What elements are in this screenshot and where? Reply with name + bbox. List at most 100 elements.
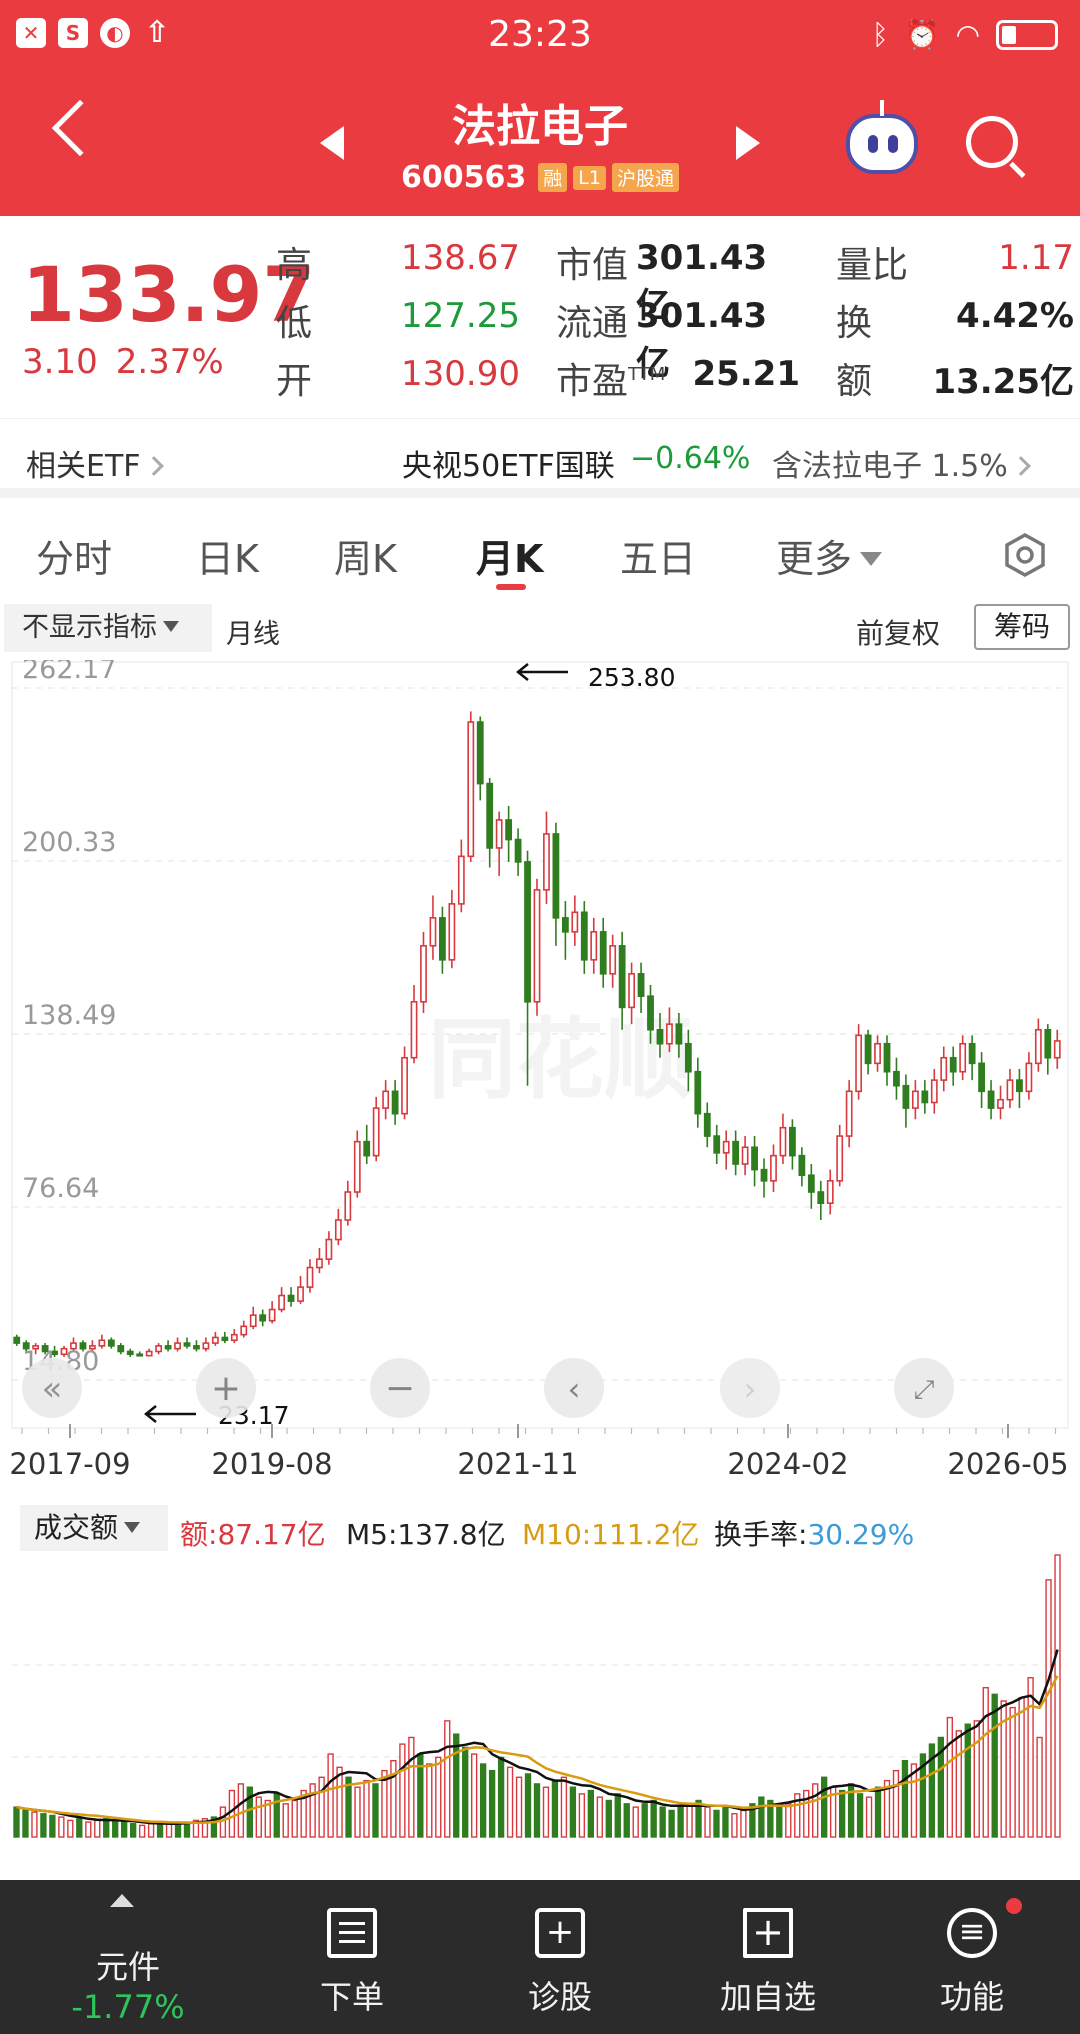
candle-body bbox=[70, 1342, 77, 1350]
candle-body bbox=[987, 1090, 995, 1109]
badge-connect: 沪股通 bbox=[611, 163, 679, 192]
candle-body bbox=[287, 1294, 295, 1302]
back-button[interactable] bbox=[51, 99, 109, 157]
low-value: 127.25 bbox=[401, 296, 520, 336]
candle-body bbox=[211, 1336, 219, 1344]
tab-daily-k[interactable]: 日K bbox=[196, 537, 259, 581]
volume-bar bbox=[605, 1799, 612, 1838]
status-icons-right: ᛒ ⏰ ◠ bbox=[872, 18, 1058, 51]
x-tick-label: 2026-05 bbox=[947, 1447, 1068, 1481]
prev-stock-button[interactable] bbox=[320, 126, 344, 160]
status-bar: ✕ S ◐ ⇧ 23:23 ᛒ ⏰ ◠ bbox=[0, 0, 1080, 74]
tab-weekly-k[interactable]: 周K bbox=[334, 537, 397, 581]
candle-body bbox=[978, 1062, 985, 1093]
volume-turnover: 换手率:30.29% bbox=[714, 1513, 914, 1553]
fullscreen-button[interactable] bbox=[894, 1358, 954, 1418]
candle-body bbox=[13, 1336, 21, 1344]
volume-bar bbox=[94, 1819, 101, 1838]
candle-body bbox=[126, 1350, 134, 1356]
volume-bar bbox=[758, 1796, 765, 1838]
volume-bar bbox=[291, 1799, 298, 1838]
indicator-row: 不显示指标 月线 前复权 筹码 bbox=[0, 598, 1080, 658]
volume-bar bbox=[390, 1759, 397, 1838]
nav-diagnose[interactable]: + 诊股 bbox=[452, 1880, 668, 2034]
candle-body bbox=[259, 1314, 267, 1322]
candle-body bbox=[883, 1042, 891, 1073]
search-icon[interactable] bbox=[966, 116, 1018, 168]
candle-body bbox=[486, 782, 494, 849]
adjust-mode-button[interactable]: 前复权 bbox=[856, 617, 941, 650]
tab-intraday[interactable]: 分时 bbox=[36, 537, 113, 581]
volume-bar bbox=[264, 1799, 271, 1838]
candle-body bbox=[363, 1140, 371, 1157]
candle-body bbox=[51, 1350, 58, 1356]
volume-legend: 成交额 额:87.17亿 M5:137.8亿 M10:111.2亿 换手率:30… bbox=[0, 1505, 1080, 1555]
candle-body bbox=[107, 1339, 115, 1347]
volume-bar bbox=[668, 1809, 675, 1838]
volume-bar bbox=[174, 1823, 182, 1838]
volume-bar bbox=[300, 1789, 307, 1838]
scroll-left-fast-button[interactable] bbox=[22, 1358, 82, 1418]
candle-body bbox=[382, 1090, 390, 1109]
candle-body bbox=[89, 1345, 96, 1350]
volume-bar bbox=[838, 1789, 846, 1838]
zoom-in-button[interactable] bbox=[196, 1358, 256, 1418]
etf-change: −0.64% bbox=[630, 441, 751, 476]
candle-body bbox=[1006, 1079, 1014, 1101]
volume-bar bbox=[812, 1783, 819, 1838]
x-icon: ✕ bbox=[16, 18, 46, 48]
tab-monthly-k[interactable]: 月K bbox=[476, 537, 544, 581]
upload-icon: ⇧ bbox=[144, 15, 170, 50]
volume-bar bbox=[1018, 1696, 1025, 1838]
candle-body bbox=[618, 945, 626, 1009]
scroll-left-button[interactable] bbox=[544, 1358, 604, 1418]
candle-body bbox=[136, 1353, 144, 1357]
volume-bar bbox=[551, 1779, 559, 1838]
stock-subline: 600563 融 L1 沪股通 bbox=[340, 160, 740, 195]
volume-bar bbox=[587, 1789, 595, 1838]
assistant-robot-icon[interactable] bbox=[846, 100, 918, 174]
high-label: 高 bbox=[276, 245, 313, 286]
next-stock-button[interactable] bbox=[736, 126, 760, 160]
zoom-out-button[interactable] bbox=[370, 1358, 430, 1418]
volume-m5: M5:137.8亿 bbox=[346, 1513, 506, 1553]
related-etf-row[interactable]: 相关ETF 央视50ETF国联 −0.64% 含法拉电子 1.5% bbox=[0, 418, 1080, 498]
nav-functions[interactable]: ≡ 功能 bbox=[864, 1880, 1080, 2034]
candle-body bbox=[590, 931, 598, 961]
nav-component[interactable]: 元件 -1.77% bbox=[0, 1880, 216, 2034]
volume-bar bbox=[542, 1786, 550, 1838]
volume-bar bbox=[1000, 1700, 1007, 1838]
nav-order[interactable]: 下单 bbox=[244, 1880, 460, 2034]
candle-body bbox=[599, 931, 607, 975]
open-value: 130.90 bbox=[401, 354, 520, 394]
candle-body bbox=[183, 1342, 191, 1347]
etf-name[interactable]: 央视50ETF国联 bbox=[402, 449, 615, 484]
scroll-right-button[interactable] bbox=[720, 1358, 780, 1418]
candle-body bbox=[22, 1342, 30, 1350]
volume-chart[interactable] bbox=[0, 1495, 1080, 1865]
expand-icon: ⤢ bbox=[914, 1375, 935, 1405]
tab-more[interactable]: 更多 bbox=[776, 528, 883, 583]
float-label: 流通 bbox=[556, 303, 629, 344]
candle-body bbox=[117, 1345, 125, 1353]
volume-bar bbox=[444, 1720, 451, 1838]
volratio-value: 1.17 bbox=[998, 238, 1074, 278]
settings-hexagon-icon[interactable] bbox=[1002, 532, 1048, 578]
volume-turnover-label: 换手率: bbox=[714, 1518, 808, 1551]
indicator-dropdown[interactable]: 不显示指标 bbox=[4, 604, 212, 652]
active-tab-indicator bbox=[496, 584, 526, 590]
candle-body bbox=[561, 917, 569, 933]
candle-body bbox=[1044, 1028, 1052, 1059]
candle-body bbox=[684, 1042, 692, 1073]
etf-label[interactable]: 相关ETF bbox=[26, 441, 164, 485]
tab-five-day[interactable]: 五日 bbox=[620, 537, 697, 581]
chips-button[interactable]: 筹码 bbox=[974, 604, 1070, 650]
candle-body bbox=[902, 1084, 910, 1109]
candle-body bbox=[439, 917, 446, 961]
volume-bar bbox=[121, 1821, 128, 1838]
nav-add-watchlist[interactable]: + 加自选 bbox=[660, 1880, 876, 2034]
etf-holding[interactable]: 含法拉电子 1.5% bbox=[772, 441, 1031, 485]
volume-indicator-dropdown[interactable]: 成交额 bbox=[20, 1505, 168, 1551]
volume-bar bbox=[506, 1766, 514, 1838]
